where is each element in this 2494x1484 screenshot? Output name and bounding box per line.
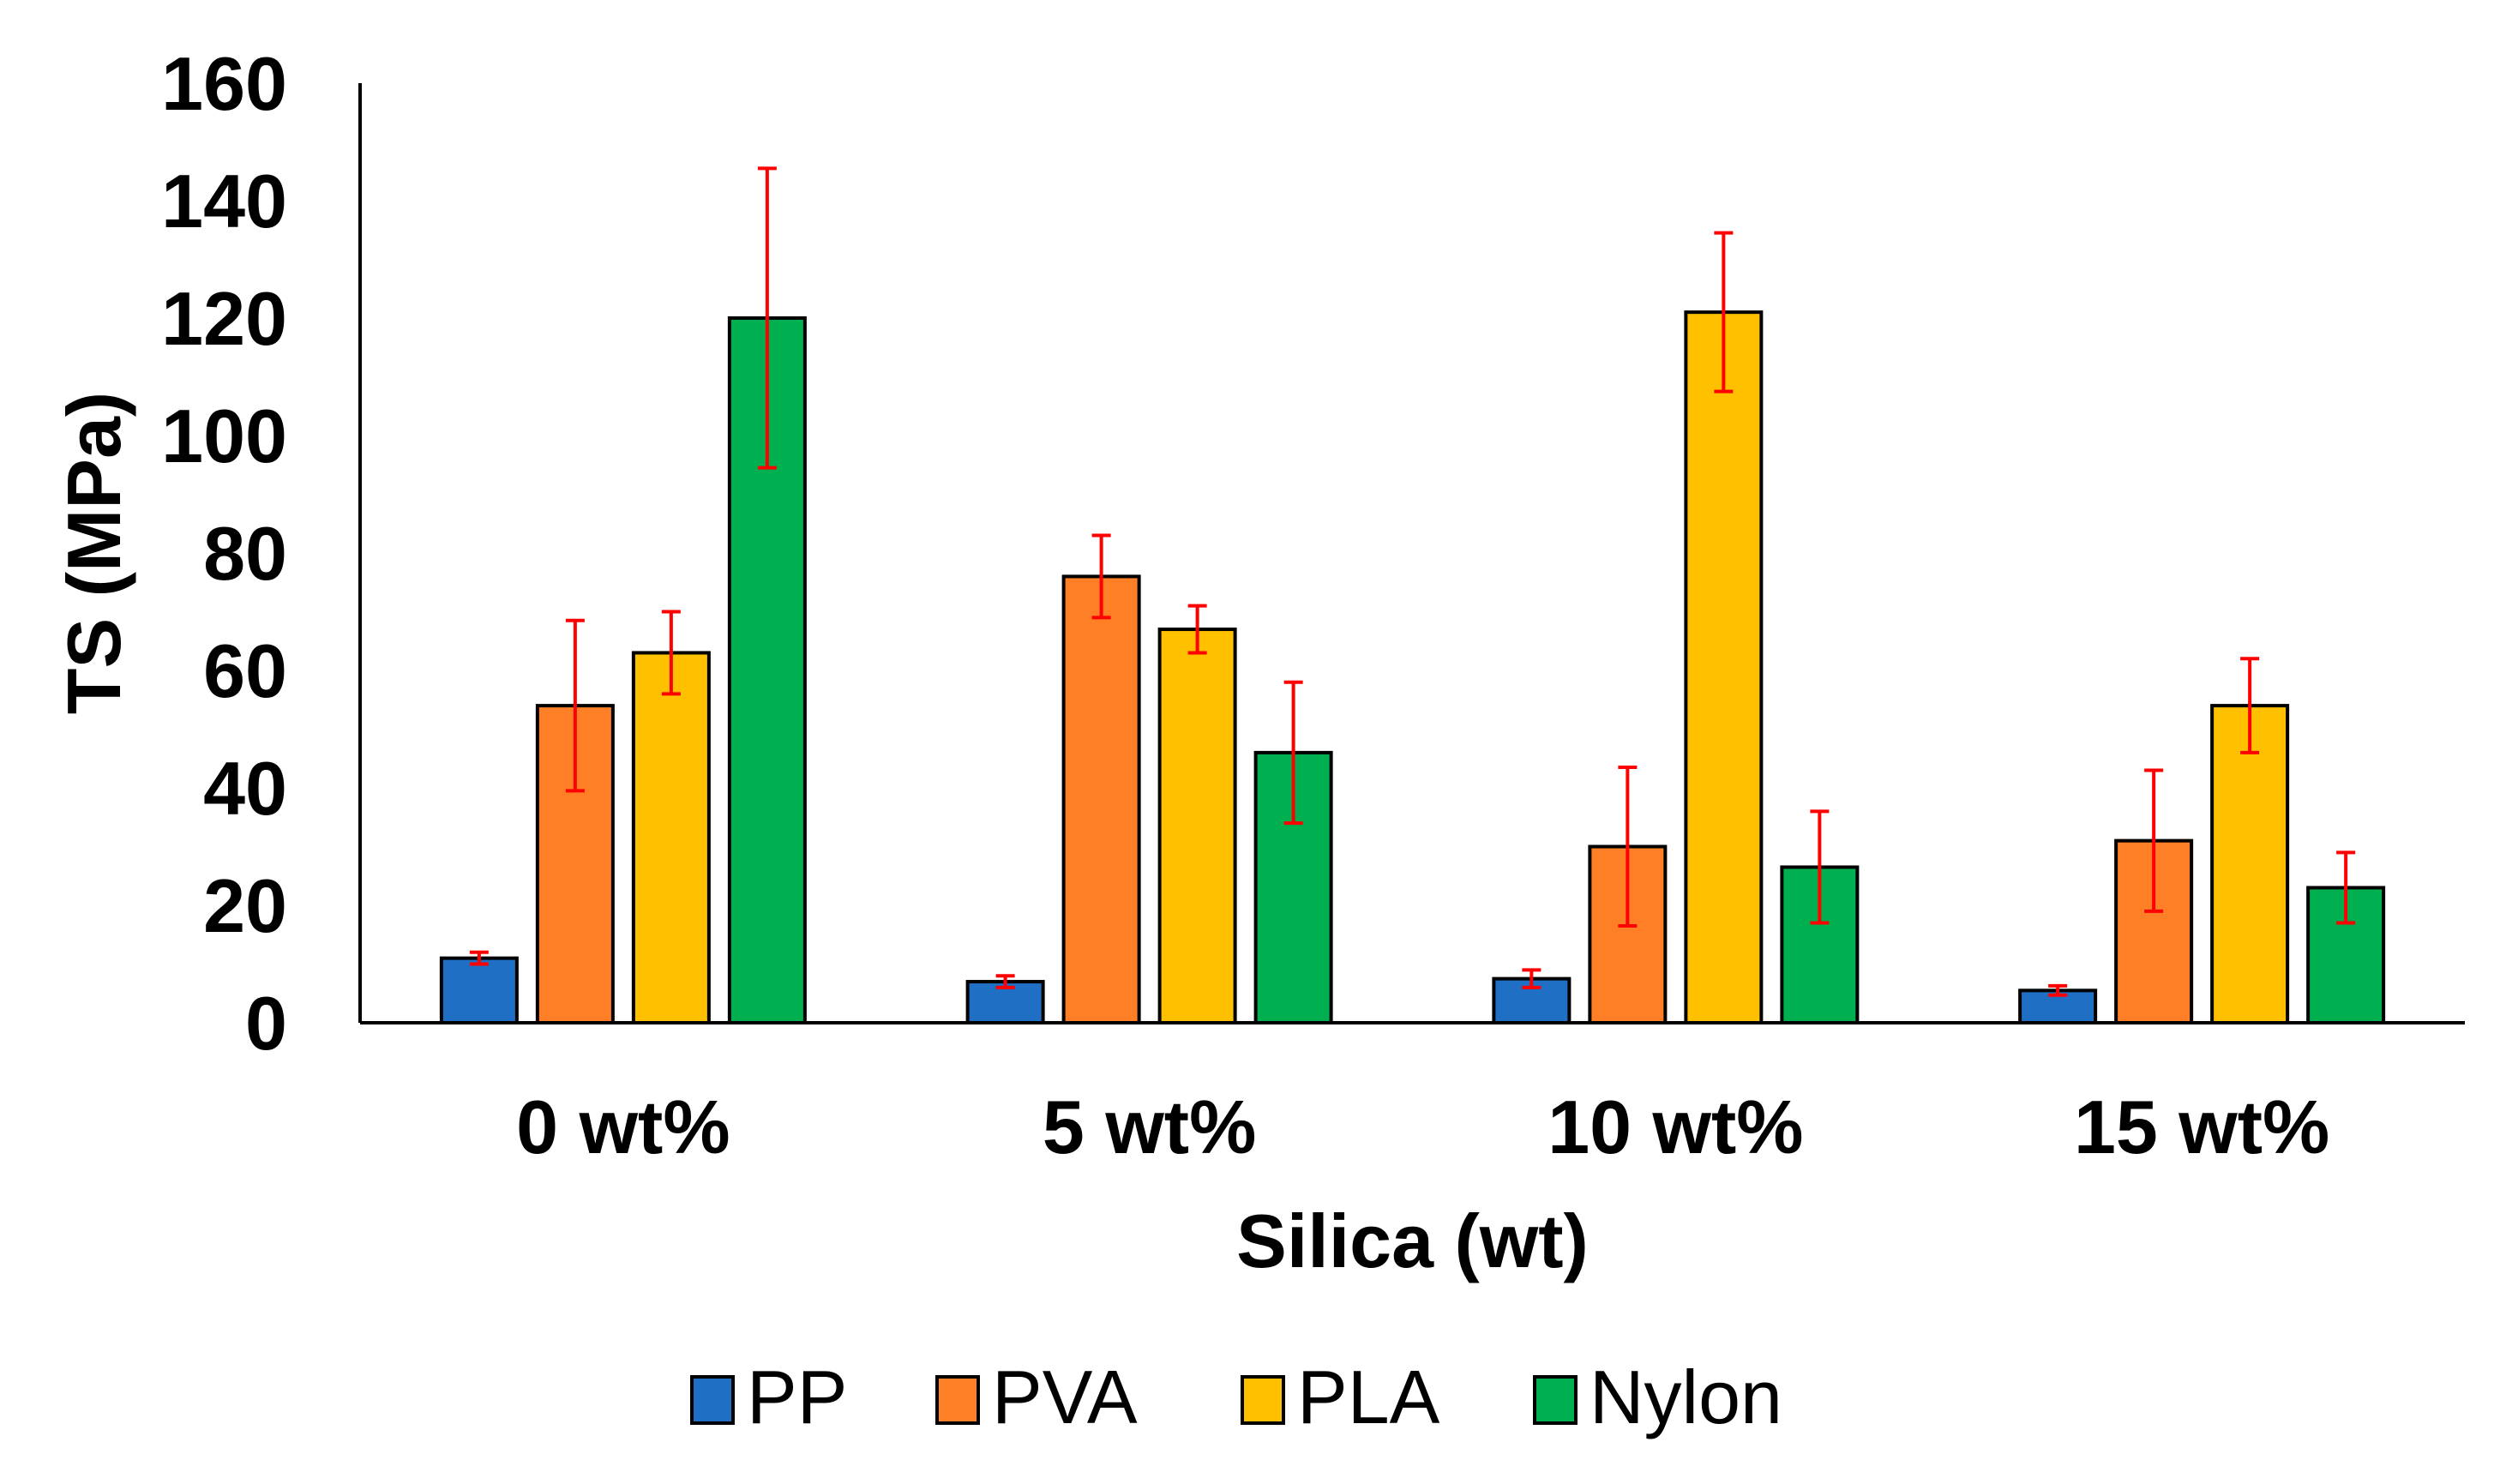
error-bar-pla-2 — [1714, 231, 1734, 394]
legend: PP PVA PLA Nylon — [690, 1355, 1782, 1439]
error-bar-nylon-3 — [2336, 850, 2356, 925]
legend-label: PLA — [1297, 1355, 1440, 1439]
y-tick-label: 120 — [161, 276, 287, 361]
error-bar-nylon-1 — [1283, 680, 1303, 826]
legend-item-nylon: Nylon — [1533, 1355, 1782, 1439]
y-tick-label: 160 — [161, 41, 287, 126]
y-axis-ticks: 0 20 40 60 80 100 120 140 160 — [161, 41, 287, 1066]
x-category-label: 0 wt% — [516, 1084, 730, 1169]
error-bar-pp-2 — [1522, 968, 1541, 989]
legend-swatch — [935, 1375, 980, 1425]
error-bar-pp-1 — [995, 974, 1015, 989]
y-tick-label: 140 — [161, 159, 287, 243]
error-bar-pva-2 — [1618, 766, 1638, 928]
legend-label: Nylon — [1590, 1355, 1782, 1439]
error-bar-pla-3 — [2240, 657, 2260, 754]
bar-pla-2 — [1684, 310, 1764, 1024]
error-bars — [469, 166, 2356, 997]
bars — [439, 310, 2386, 1025]
error-bar-nylon-2 — [1810, 809, 1830, 925]
error-bar-pva-0 — [565, 618, 585, 793]
bar-nylon-1 — [1253, 750, 1333, 1025]
error-bar-pva-1 — [1091, 533, 1111, 620]
y-tick-label: 40 — [203, 746, 287, 831]
y-tick-label: 20 — [203, 863, 287, 948]
error-bar-nylon-0 — [757, 166, 777, 470]
error-bar-pp-3 — [2048, 983, 2068, 997]
y-axis-title: TS (MPa) — [51, 392, 136, 714]
x-category-label: 5 wt% — [1043, 1084, 1256, 1169]
bar-pla-0 — [631, 651, 711, 1024]
legend-item-pva: PVA — [935, 1355, 1138, 1439]
legend-swatch — [690, 1375, 735, 1425]
error-bar-pla-0 — [661, 610, 681, 696]
x-axis-title: Silica (wt) — [1236, 1199, 1589, 1283]
error-bar-pla-1 — [1187, 604, 1207, 655]
legend-label: PVA — [992, 1355, 1138, 1439]
x-category-label: 10 wt% — [1547, 1084, 1803, 1169]
legend-item-pla: PLA — [1241, 1355, 1440, 1439]
x-axis-categories: 0 wt% 5 wt% 10 wt% 15 wt% — [516, 1084, 2329, 1169]
legend-item-pp: PP — [690, 1355, 847, 1439]
bar-pla-3 — [2210, 704, 2290, 1024]
y-tick-label: 80 — [203, 511, 287, 596]
y-tick-label: 60 — [203, 628, 287, 713]
y-tick-label: 0 — [245, 981, 287, 1066]
legend-swatch — [1241, 1375, 1285, 1425]
bar-pp-0 — [439, 956, 519, 1025]
legend-swatch — [1533, 1375, 1578, 1425]
x-category-label: 15 wt% — [2074, 1084, 2329, 1169]
error-bar-pp-0 — [469, 950, 489, 966]
error-bar-pva-3 — [2144, 768, 2164, 913]
bar-pva-1 — [1061, 574, 1141, 1024]
bar-pla-1 — [1157, 628, 1237, 1024]
legend-label: PP — [747, 1355, 847, 1439]
y-tick-label: 100 — [161, 394, 287, 478]
